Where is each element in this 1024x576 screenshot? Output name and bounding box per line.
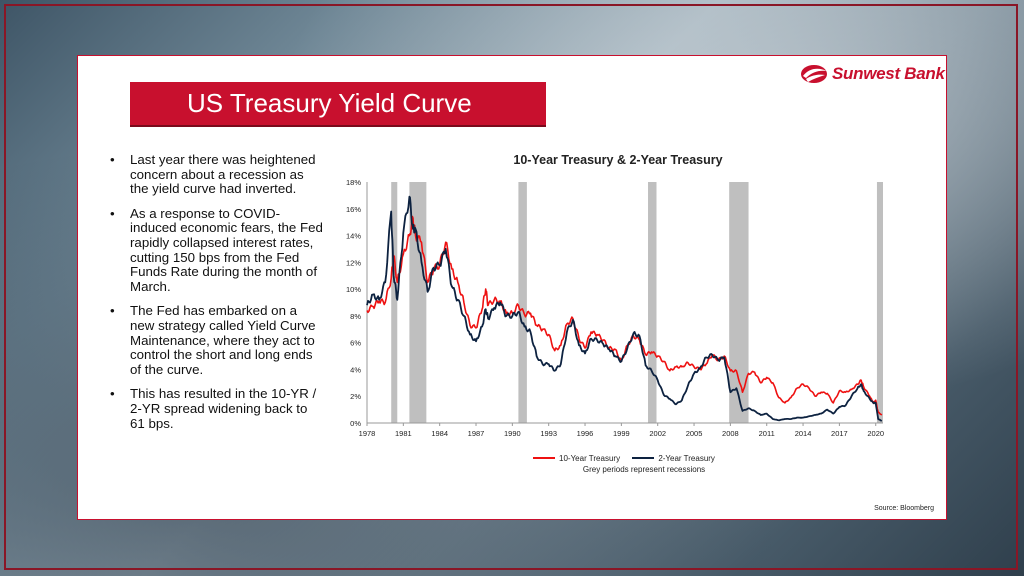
- bullet-list: Last year there was heightened concern a…: [98, 152, 323, 441]
- sunwest-bank-logo: Sunwest Bank: [800, 62, 945, 86]
- logo-text: Sunwest Bank: [832, 64, 945, 83]
- y-tick-label: 18%: [346, 178, 361, 187]
- x-tick-label: 1981: [395, 429, 412, 438]
- y-tick-label: 6%: [350, 339, 361, 348]
- recession-band: [648, 182, 657, 423]
- y-tick-label: 16%: [346, 205, 361, 214]
- x-tick-label: 2011: [759, 429, 775, 438]
- x-tick-label: 2008: [722, 429, 739, 438]
- legend-label-10y: 10-Year Treasury: [559, 453, 621, 463]
- legend-item-2y: 2-Year Treasury: [632, 454, 715, 463]
- bullet-item: As a response to COVID-induced economic …: [98, 206, 323, 295]
- recession-band: [876, 182, 883, 423]
- slide: US Treasury Yield Curve Sunwest Bank Las…: [77, 55, 947, 520]
- swoosh-icon: [801, 65, 827, 83]
- x-tick-label: 1990: [504, 429, 521, 438]
- x-tick-label: 1999: [613, 429, 630, 438]
- y-tick-label: 4%: [350, 365, 361, 374]
- x-tick-label: 2002: [649, 429, 666, 438]
- x-tick-label: 2005: [686, 429, 703, 438]
- legend-swatch-2y: [632, 457, 655, 459]
- recession-band: [391, 182, 398, 423]
- series-line-2y: [366, 195, 883, 422]
- recession-note: Grey periods represent recessions: [582, 465, 706, 474]
- y-tick-label: 2%: [350, 392, 361, 401]
- legend-swatch-10y: [533, 457, 555, 459]
- x-tick-label: 2017: [831, 429, 848, 438]
- yield-chart: 0% 2% 4% 6% 8% 10% 12% 14% 16% 18% 1978 1981 1984 198…: [346, 178, 884, 438]
- bullet-item: The Fed has embarked on a new strategy c…: [98, 304, 323, 377]
- source-note: Source: Bloomberg: [874, 505, 934, 512]
- chart-legend: 10-Year Treasury 2-Year Treasury: [533, 452, 725, 463]
- chart-title: 10-Year Treasury & 2-Year Treasury: [513, 153, 723, 167]
- x-tick-label: 1984: [431, 429, 448, 438]
- x-tick-label: 2020: [867, 429, 884, 438]
- recession-band: [729, 182, 749, 423]
- x-tick-label: 2014: [795, 429, 812, 438]
- x-tick-label: 1978: [359, 429, 376, 438]
- legend-label-2y: 2-Year Treasury: [658, 453, 715, 463]
- slide-frame: [4, 4, 1018, 570]
- x-tick-label: 1987: [468, 429, 485, 438]
- y-tick-label: 10%: [346, 285, 361, 294]
- y-tick-label: 8%: [350, 312, 361, 321]
- recession-band: [518, 182, 527, 423]
- slide-title: US Treasury Yield Curve: [130, 82, 546, 127]
- y-tick-label: 14%: [346, 232, 361, 241]
- x-tick-label: 1993: [540, 429, 557, 438]
- bullet-item: Last year there was heightened concern a…: [98, 152, 323, 197]
- bullet-item: This has resulted in the 10-YR / 2-YR sp…: [98, 387, 323, 431]
- x-tick-label: 1996: [577, 429, 594, 438]
- series-line-10y: [366, 215, 883, 416]
- y-tick-label: 0%: [350, 419, 361, 428]
- y-tick-label: 12%: [346, 258, 361, 267]
- legend-item-10y: 10-Year Treasury: [533, 454, 620, 463]
